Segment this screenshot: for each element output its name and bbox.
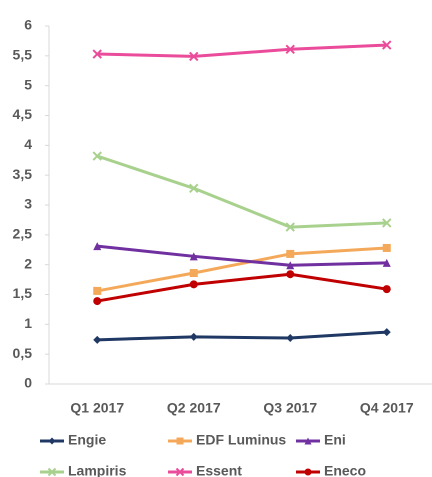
data-point — [189, 183, 199, 194]
data-point — [286, 249, 295, 258]
data-point — [189, 269, 198, 278]
y-tick-label: 2 — [24, 255, 32, 271]
y-tick-label: 4 — [24, 136, 32, 152]
data-point — [382, 40, 392, 50]
series-line — [96, 272, 387, 303]
data-point — [286, 261, 295, 270]
y-tick-label: 0 — [24, 375, 32, 391]
legend-label: Eni — [324, 432, 346, 448]
data-point — [92, 49, 102, 59]
legend-marker — [48, 437, 56, 445]
data-point — [382, 258, 391, 267]
data-point — [189, 280, 198, 289]
x-tick-label: Q3 2017 — [263, 400, 317, 416]
y-tick-label: 5 — [24, 76, 32, 92]
legend-label: Eneco — [324, 463, 366, 477]
series-line — [96, 246, 387, 293]
x-tick-label: Q1 2017 — [70, 400, 124, 416]
series-line — [97, 244, 387, 267]
y-tick-label: 1,5 — [13, 285, 33, 301]
legend-label: Lampiris — [68, 463, 127, 477]
data-point — [189, 332, 198, 341]
legend-marker — [47, 467, 57, 477]
data-point — [92, 151, 102, 161]
data-point — [285, 44, 295, 54]
legend-label: EDF Luminus — [196, 432, 286, 448]
data-point — [286, 334, 295, 343]
legend-marker — [176, 437, 184, 445]
data-point — [382, 218, 392, 228]
series-line — [97, 330, 387, 342]
data-point — [189, 252, 198, 261]
legend-marker — [175, 467, 185, 477]
data-point — [93, 286, 102, 295]
y-tick-label: 5,5 — [13, 47, 33, 63]
data-point — [382, 328, 391, 337]
legend-marker — [304, 468, 312, 476]
y-tick-label: 6 — [24, 17, 32, 33]
data-point — [93, 297, 102, 306]
data-point — [189, 51, 199, 62]
series-line — [96, 154, 387, 229]
series-line — [97, 43, 387, 58]
y-tick-label: 1 — [24, 315, 32, 331]
y-tick-label: 2,5 — [13, 226, 33, 242]
data-point — [382, 243, 391, 252]
y-tick-label: 3 — [24, 196, 32, 212]
x-tick-label: Q2 2017 — [167, 400, 221, 416]
data-point — [93, 335, 102, 344]
legend-label: Engie — [68, 432, 106, 448]
x-tick-label: Q4 2017 — [360, 400, 414, 416]
y-tick-label: 0,5 — [13, 345, 33, 361]
data-point — [382, 285, 391, 294]
legend-marker — [304, 437, 312, 445]
data-point — [93, 242, 102, 251]
legend-label: Essent — [196, 463, 242, 477]
data-point — [286, 270, 295, 279]
y-tick-label: 4,5 — [13, 106, 33, 122]
data-point — [285, 222, 295, 232]
y-tick-label: 3,5 — [13, 166, 33, 182]
